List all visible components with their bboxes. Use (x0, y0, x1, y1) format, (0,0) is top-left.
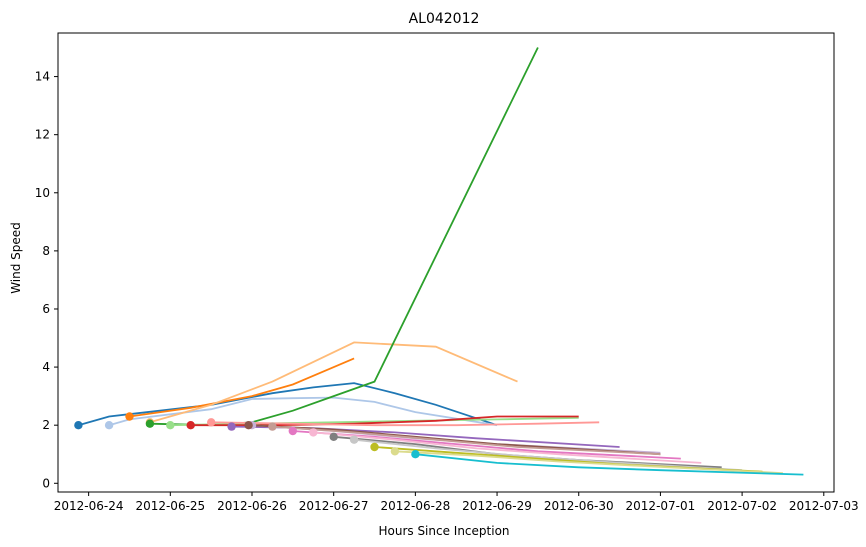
y-tick-label: 12 (35, 128, 50, 142)
x-tick-label: 2012-06-30 (544, 499, 614, 513)
series-start-marker-1 (74, 421, 83, 430)
series-lines (78, 47, 804, 476)
y-tick-label: 8 (42, 244, 50, 258)
y-tick-label: 4 (42, 360, 50, 374)
x-tick-label: 2012-07-03 (789, 499, 859, 513)
series-line-19 (415, 453, 804, 476)
axes: 2012-06-24 2012-06-25 2012-06-26 2012-06-27… (35, 32, 859, 513)
x-tick-label: 2012-07-01 (626, 499, 696, 513)
series-start-marker-14 (309, 428, 318, 437)
series-start-marker-9 (227, 422, 236, 431)
y-tick-label: 14 (35, 70, 50, 84)
series-start-marker-13 (288, 426, 297, 436)
series-line-6 (170, 417, 579, 427)
series-start-marker-3 (125, 412, 134, 421)
series-start-marker-5 (145, 419, 155, 428)
series-line-3 (129, 357, 355, 418)
x-tick-label: 2012-06-29 (462, 499, 532, 513)
x-tick-label: 2012-06-28 (380, 499, 450, 513)
series-start-marker-7 (186, 421, 195, 430)
y-tick-label: 6 (42, 302, 50, 316)
series-line-16 (354, 438, 743, 472)
y-tick-label: 0 (42, 476, 50, 490)
series-start-marker-18 (390, 447, 400, 456)
plot-frame (57, 32, 835, 493)
y-tick-label: 10 (35, 186, 50, 200)
x-tick-label: 2012-07-02 (707, 499, 777, 513)
x-axis-label: Hours Since Inception (378, 524, 509, 538)
x-tick-label: 2012-06-27 (299, 499, 369, 513)
series-start-marker-11 (244, 421, 253, 430)
series-start-marker-16 (349, 435, 359, 444)
series-line-18 (394, 450, 783, 474)
series-start-marker-12 (268, 422, 277, 431)
series-line-2 (108, 396, 498, 427)
x-tick-label: 2012-06-24 (54, 499, 124, 513)
y-tick-label: 2 (42, 418, 50, 432)
series-start-marker-17 (370, 442, 379, 452)
series-line-1 (78, 382, 498, 427)
series-start-marker-15 (329, 432, 338, 441)
series-start-marker-2 (104, 421, 114, 430)
series-start-marker-6 (166, 421, 175, 430)
series-start-marker-8 (207, 418, 216, 427)
series-line-12 (272, 425, 661, 456)
series-start-marker-19 (411, 450, 420, 459)
series-line-4 (149, 341, 518, 424)
x-tick-label: 2012-06-26 (217, 499, 287, 513)
x-tick-label: 2012-06-25 (135, 499, 205, 513)
y-axis-label: Wind Speed (9, 222, 23, 294)
series-start-markers (74, 412, 420, 459)
series-line-8 (211, 421, 600, 427)
series-line-5 (149, 47, 539, 427)
series-line-14 (313, 431, 702, 464)
chart-title: AL042012 (409, 11, 480, 27)
